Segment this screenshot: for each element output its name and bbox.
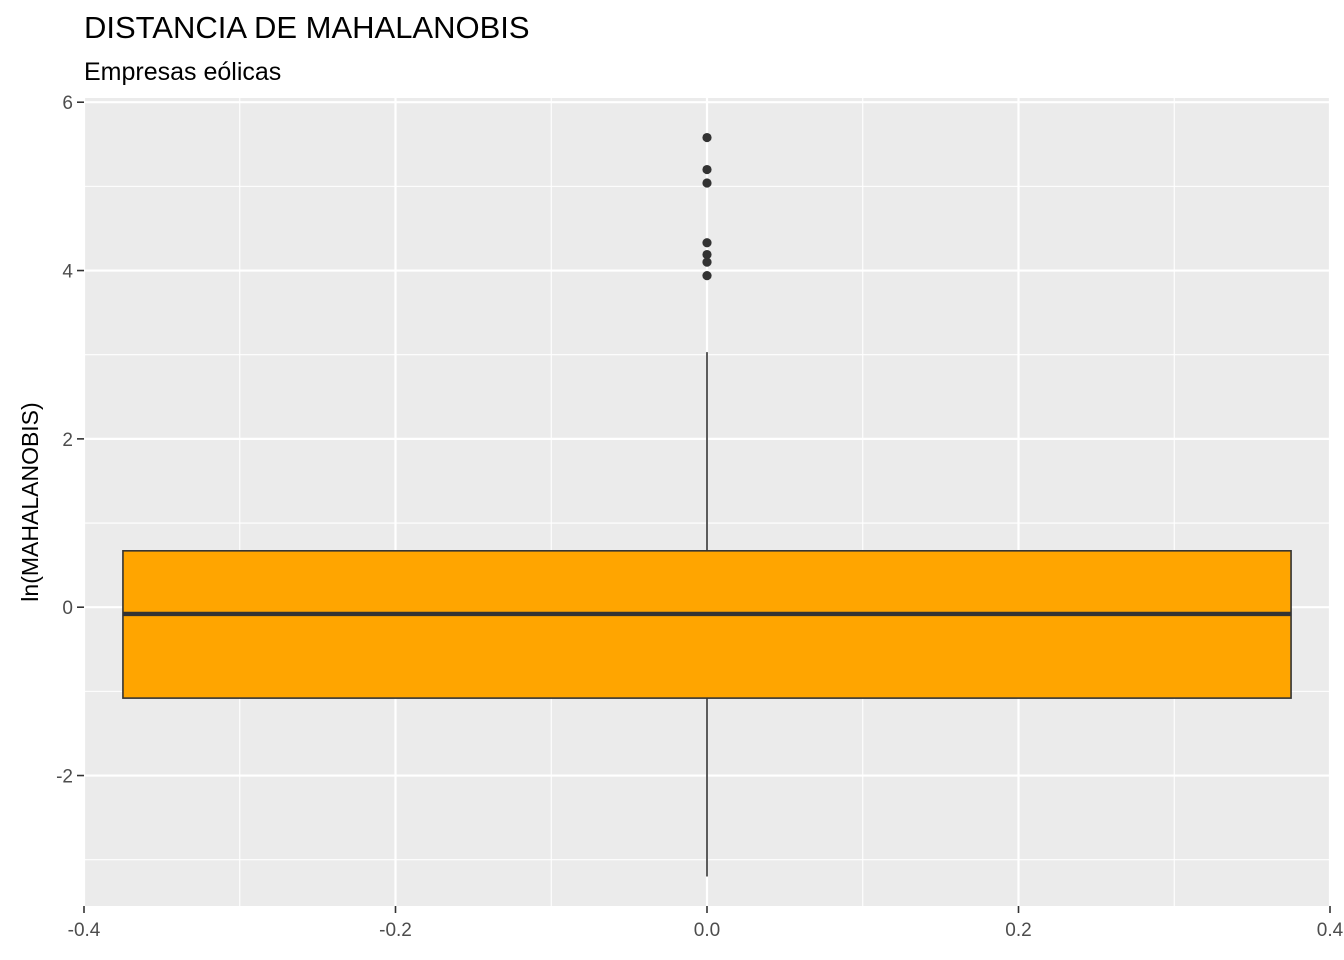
outlier-point (702, 238, 712, 248)
outlier-point (702, 257, 712, 267)
x-tick-label: 0.2 (1005, 920, 1031, 941)
x-tick-label: -0.4 (68, 920, 101, 941)
iqr-box (122, 550, 1292, 699)
outlier-point (702, 178, 712, 188)
outlier-points (702, 132, 712, 281)
x-tick-label: -0.2 (379, 920, 412, 941)
outlier-point (702, 132, 712, 143)
y-tick-label: 6 (62, 93, 73, 114)
x-axis: -0.4 -0.2 0.0 0.2 0.4 (68, 906, 1344, 941)
outlier-point (702, 164, 712, 175)
x-tick-label: 0.0 (694, 920, 720, 941)
y-tick-label: -2 (56, 767, 73, 788)
y-axis-title: ln(MAHALANOBIS) (17, 402, 43, 601)
outlier-point (702, 249, 712, 260)
chart-title: DISTANCIA DE MAHALANOBIS (84, 10, 530, 45)
x-tick-label: 0.4 (1317, 920, 1344, 941)
y-tick-label: 2 (62, 430, 73, 451)
box-group (122, 352, 1292, 877)
chart-subtitle: Empresas eólicas (84, 58, 282, 86)
outlier-point (702, 270, 712, 281)
y-axis: -2 0 2 4 6 (56, 93, 84, 788)
y-tick-label: 4 (62, 262, 73, 283)
y-tick-label: 0 (62, 598, 73, 619)
